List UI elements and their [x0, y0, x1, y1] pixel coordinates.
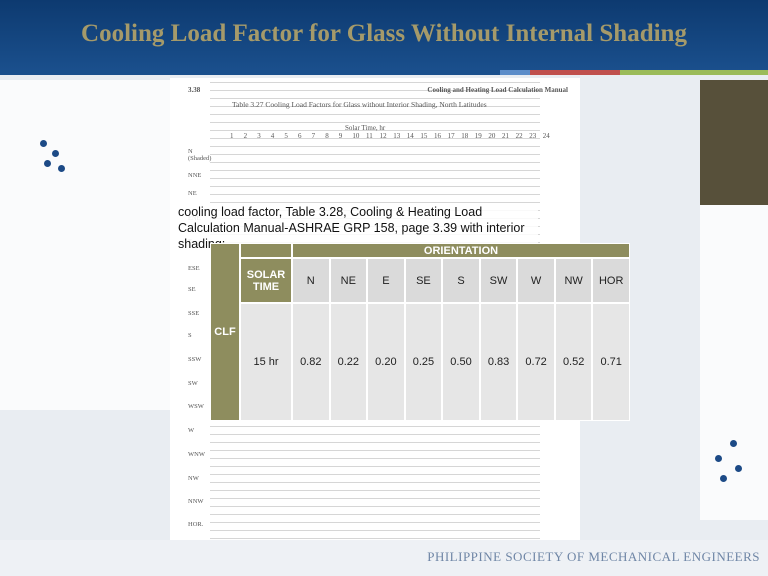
hour-label: 13 [393, 132, 401, 140]
time-header: SOLAR TIME [240, 258, 292, 303]
orientation-label: WSW [188, 403, 204, 410]
orientation-label: WNW [188, 451, 205, 458]
hour-label: 20 [488, 132, 496, 140]
header-band [0, 0, 768, 70]
value-cell: 0.82 [292, 303, 330, 421]
stripe [530, 70, 620, 75]
orientation-label: N (Shaded) [188, 148, 212, 162]
orientation-labels: N (Shaded)NNENEENEEESESESSESSSWSWWSWWWNW… [170, 78, 212, 540]
orientation-label: ESE [188, 265, 200, 272]
row-header: CLF [210, 243, 240, 421]
panel [700, 205, 768, 520]
orientation-label: SE [188, 286, 196, 293]
dot [735, 465, 742, 472]
hour-label: 1 [230, 132, 234, 140]
hours-row: 1 2 3 4 5 6 7 8 9 10 11 12 13 14 15 16 17 18 19 20 21 22 23 24 [230, 132, 560, 141]
column-header: SE [404, 258, 443, 303]
orientation-label: NW [188, 475, 199, 482]
hour-label: 8 [325, 132, 329, 140]
hour-label: 22 [515, 132, 523, 140]
time-cell: 15 hr [240, 303, 292, 421]
value-cell: 0.71 [592, 303, 630, 421]
clf-table: ORIENTATION CLF SOLAR TIME N NE E SE S SW W NW HOR 1… [210, 243, 630, 421]
orientation-label: NE [188, 190, 197, 197]
running-head: Cooling and Heating Load Calculation Man… [427, 86, 568, 94]
value-cell: 0.20 [367, 303, 405, 421]
column-header: S [442, 258, 480, 303]
column-header: NW [554, 258, 593, 303]
value-cell: 0.72 [517, 303, 555, 421]
orientation-label: HOR. [188, 521, 204, 528]
dot [44, 160, 51, 167]
dot [58, 165, 65, 172]
hour-label: 14 [406, 132, 414, 140]
dot [52, 150, 59, 157]
panel [0, 80, 170, 410]
orientation-label: S [188, 332, 192, 339]
header-filler [240, 243, 292, 258]
hour-label: 5 [284, 132, 288, 140]
value-cell: 0.83 [479, 303, 518, 421]
stripe [0, 70, 500, 75]
value-cell: 0.25 [404, 303, 443, 421]
footer-band [0, 540, 768, 576]
dot [40, 140, 47, 147]
hour-label: 12 [379, 132, 387, 140]
hour-label: 3 [257, 132, 261, 140]
column-header: SW [479, 258, 518, 303]
hour-label: 17 [447, 132, 455, 140]
dot [730, 440, 737, 447]
orientation-label: NNW [188, 498, 204, 505]
value-cell: 0.50 [442, 303, 480, 421]
hour-label: 2 [243, 132, 248, 140]
column-header: NE [329, 258, 368, 303]
panel [700, 80, 768, 205]
column-header: W [517, 258, 555, 303]
footer-text: PHILIPPINE SOCIETY OF MECHANICAL ENGINEE… [427, 549, 760, 564]
table-title: Table 3.27 Cooling Load Factors for Glas… [232, 100, 487, 109]
column-heading: Solar Time, hr [345, 124, 386, 132]
orientation-label: W [188, 427, 195, 434]
stripe [620, 70, 768, 75]
orientation-label: NNE [188, 172, 202, 179]
hour-label: 18 [461, 132, 469, 140]
hour-label: 19 [474, 132, 482, 140]
hour-label: 23 [529, 132, 537, 140]
value-cell: 0.52 [554, 303, 593, 421]
hour-label: 7 [311, 132, 316, 140]
column-header: HOR [592, 258, 630, 303]
column-header: N [292, 258, 330, 303]
orientation-label: SSW [188, 356, 202, 363]
hour-label: 10 [352, 132, 360, 140]
hour-label: 15 [420, 132, 428, 140]
hour-label: 9 [338, 132, 343, 140]
hour-label: 21 [502, 132, 509, 140]
hour-label: 24 [542, 132, 550, 140]
dot [715, 455, 722, 462]
value-cell: 0.22 [329, 303, 368, 421]
page-number: 3.38 [188, 86, 201, 94]
column-header: E [367, 258, 405, 303]
stripe [500, 70, 530, 75]
dot [720, 475, 727, 482]
orientation-label: SW [188, 380, 198, 387]
slide-title: Cooling Load Factor for Glass Without In… [81, 20, 687, 47]
hour-label: 11 [366, 132, 373, 140]
hour-label: 16 [434, 132, 441, 140]
hour-label: 4 [270, 132, 275, 140]
orientation-label: SSE [188, 310, 200, 317]
hour-label: 6 [298, 132, 302, 140]
group-header: ORIENTATION [292, 243, 630, 258]
